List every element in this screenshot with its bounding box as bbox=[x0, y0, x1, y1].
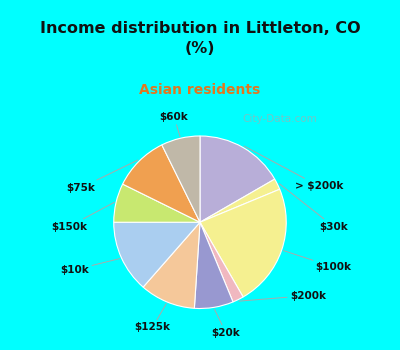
Text: $10k: $10k bbox=[60, 259, 120, 275]
Text: City-Data.com: City-Data.com bbox=[243, 114, 317, 124]
Text: $75k: $75k bbox=[66, 160, 138, 193]
Text: $200k: $200k bbox=[239, 290, 326, 301]
Text: Asian residents: Asian residents bbox=[139, 83, 261, 97]
Text: > $200k: > $200k bbox=[244, 146, 343, 191]
Wedge shape bbox=[162, 136, 200, 222]
Text: $150k: $150k bbox=[51, 202, 114, 232]
Wedge shape bbox=[114, 184, 200, 222]
Text: $100k: $100k bbox=[283, 251, 352, 272]
Wedge shape bbox=[200, 136, 275, 222]
Wedge shape bbox=[194, 222, 233, 308]
Text: $125k: $125k bbox=[134, 303, 170, 332]
Wedge shape bbox=[143, 222, 200, 308]
Text: $60k: $60k bbox=[160, 112, 188, 136]
Wedge shape bbox=[200, 222, 243, 302]
Wedge shape bbox=[200, 189, 286, 297]
Text: $30k: $30k bbox=[279, 183, 348, 232]
Text: Income distribution in Littleton, CO
(%): Income distribution in Littleton, CO (%) bbox=[40, 21, 360, 56]
Wedge shape bbox=[114, 222, 200, 287]
Wedge shape bbox=[123, 145, 200, 222]
Text: $20k: $20k bbox=[212, 309, 240, 338]
Wedge shape bbox=[200, 179, 280, 222]
